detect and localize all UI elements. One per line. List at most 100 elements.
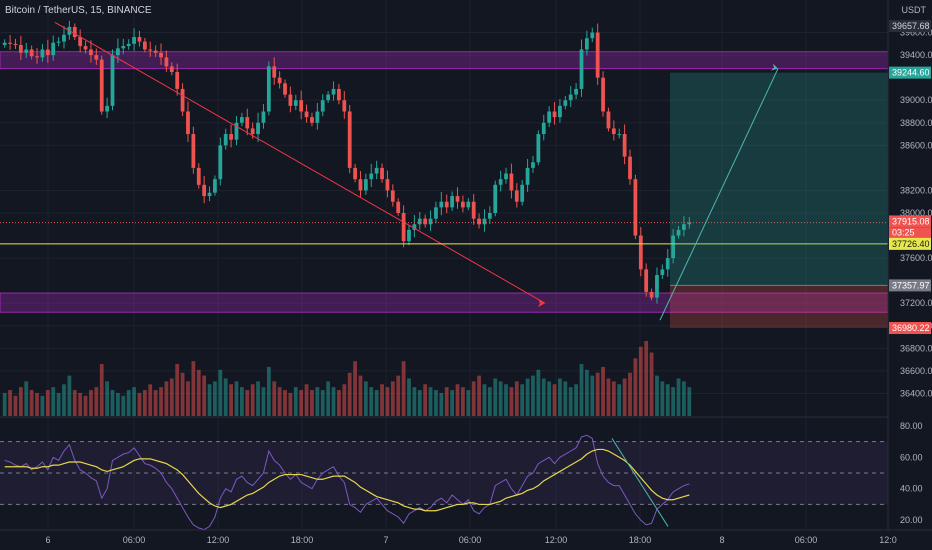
candle-body[interactable] (94, 55, 99, 60)
candle-body[interactable] (525, 167, 530, 185)
candle-body[interactable] (552, 111, 557, 118)
candle-body[interactable] (374, 167, 379, 174)
candle-body[interactable] (245, 117, 250, 129)
candle-body[interactable] (450, 196, 455, 208)
candle-body[interactable] (18, 44, 23, 53)
candlesticks[interactable] (2, 20, 692, 304)
candle-body[interactable] (428, 218, 433, 225)
candle-body[interactable] (218, 145, 223, 180)
candle-body[interactable] (116, 48, 120, 56)
rsi-pane[interactable] (0, 434, 888, 531)
projection-line[interactable] (659, 68, 779, 321)
candle-body[interactable] (574, 88, 578, 95)
candle-body[interactable] (628, 156, 632, 180)
rsi-ma-line[interactable] (4, 448, 690, 512)
candle-body[interactable] (283, 83, 287, 95)
candle-body[interactable] (590, 32, 595, 39)
candle-body[interactable] (455, 196, 460, 202)
candle-body[interactable] (461, 201, 465, 208)
candle-body[interactable] (466, 201, 471, 208)
candle-body[interactable] (655, 275, 659, 298)
candle-body[interactable] (622, 134, 627, 157)
candle-body[interactable] (213, 179, 217, 193)
candle-body[interactable] (541, 122, 546, 135)
currency-label[interactable]: USDT (901, 5, 927, 15)
candle-body[interactable] (186, 111, 190, 135)
candle-body[interactable] (644, 269, 649, 292)
candle-body[interactable] (293, 100, 298, 106)
candle-body[interactable] (477, 218, 481, 225)
candle-body[interactable] (137, 37, 142, 42)
candle-body[interactable] (563, 100, 568, 106)
candle-body[interactable] (239, 117, 244, 123)
candle-body[interactable] (35, 56, 39, 58)
candle-body[interactable] (310, 117, 314, 123)
candle-body[interactable] (407, 229, 411, 242)
candle-body[interactable] (266, 66, 271, 112)
candle-body[interactable] (358, 179, 363, 191)
candle-body[interactable] (51, 42, 56, 56)
candle-body[interactable] (40, 49, 45, 58)
candle-body[interactable] (234, 122, 239, 140)
candle-body[interactable] (223, 134, 228, 146)
candle-body[interactable] (498, 179, 503, 185)
candle-body[interactable] (676, 229, 681, 236)
candle-body[interactable] (121, 46, 126, 49)
candle-body[interactable] (595, 32, 600, 78)
candle-body[interactable] (687, 222, 692, 225)
candle-body[interactable] (153, 50, 158, 53)
candle-body[interactable] (682, 224, 686, 230)
candle-body[interactable] (509, 173, 514, 191)
candle-body[interactable] (617, 134, 622, 136)
candle-body[interactable] (13, 43, 18, 45)
candle-body[interactable] (56, 41, 61, 43)
candle-body[interactable] (606, 111, 611, 129)
candle-body[interactable] (277, 77, 282, 84)
candle-body[interactable] (29, 49, 34, 57)
candle-body[interactable] (207, 192, 212, 197)
candle-body[interactable] (423, 218, 428, 225)
candle-body[interactable] (315, 111, 320, 123)
candle-body[interactable] (202, 184, 207, 197)
candle-body[interactable] (99, 59, 104, 112)
candle-body[interactable] (547, 111, 552, 123)
candle-body[interactable] (434, 207, 438, 219)
candle-body[interactable] (272, 66, 277, 78)
candle-body[interactable] (337, 88, 341, 101)
rsi-line[interactable] (4, 434, 690, 531)
candle-body[interactable] (412, 224, 417, 230)
candle-body[interactable] (250, 128, 255, 135)
candle-body[interactable] (175, 72, 180, 89)
candle-body[interactable] (342, 100, 347, 112)
candle-body[interactable] (164, 57, 169, 67)
candle-body[interactable] (558, 105, 562, 118)
candle-body[interactable] (261, 111, 266, 123)
candle-body[interactable] (229, 134, 233, 140)
candle-body[interactable] (347, 111, 352, 168)
drawings[interactable] (0, 21, 888, 329)
candle-body[interactable] (665, 258, 670, 270)
candle-body[interactable] (24, 49, 29, 53)
candle-body[interactable] (380, 167, 384, 180)
candle-body[interactable] (363, 179, 368, 191)
candle-body[interactable] (390, 190, 395, 202)
candle-body[interactable] (196, 167, 201, 185)
candle-body[interactable] (401, 213, 406, 242)
candle-body[interactable] (504, 173, 508, 180)
candle-body[interactable] (326, 94, 331, 101)
candle-body[interactable] (353, 167, 357, 180)
candle-body[interactable] (444, 201, 449, 208)
candle-body[interactable] (45, 49, 50, 56)
candle-body[interactable] (62, 34, 66, 42)
candle-body[interactable] (439, 201, 444, 208)
candle-body[interactable] (671, 235, 676, 259)
candle-body[interactable] (471, 201, 476, 219)
candle-body[interactable] (396, 201, 401, 213)
candle-body[interactable] (487, 213, 492, 219)
candle-body[interactable] (148, 49, 153, 51)
candle-body[interactable] (159, 52, 163, 58)
symbol-title[interactable]: Bitcoin / TetherUS, 15, BINANCE (5, 5, 152, 16)
candle-body[interactable] (568, 94, 573, 101)
candle-body[interactable] (89, 49, 93, 56)
